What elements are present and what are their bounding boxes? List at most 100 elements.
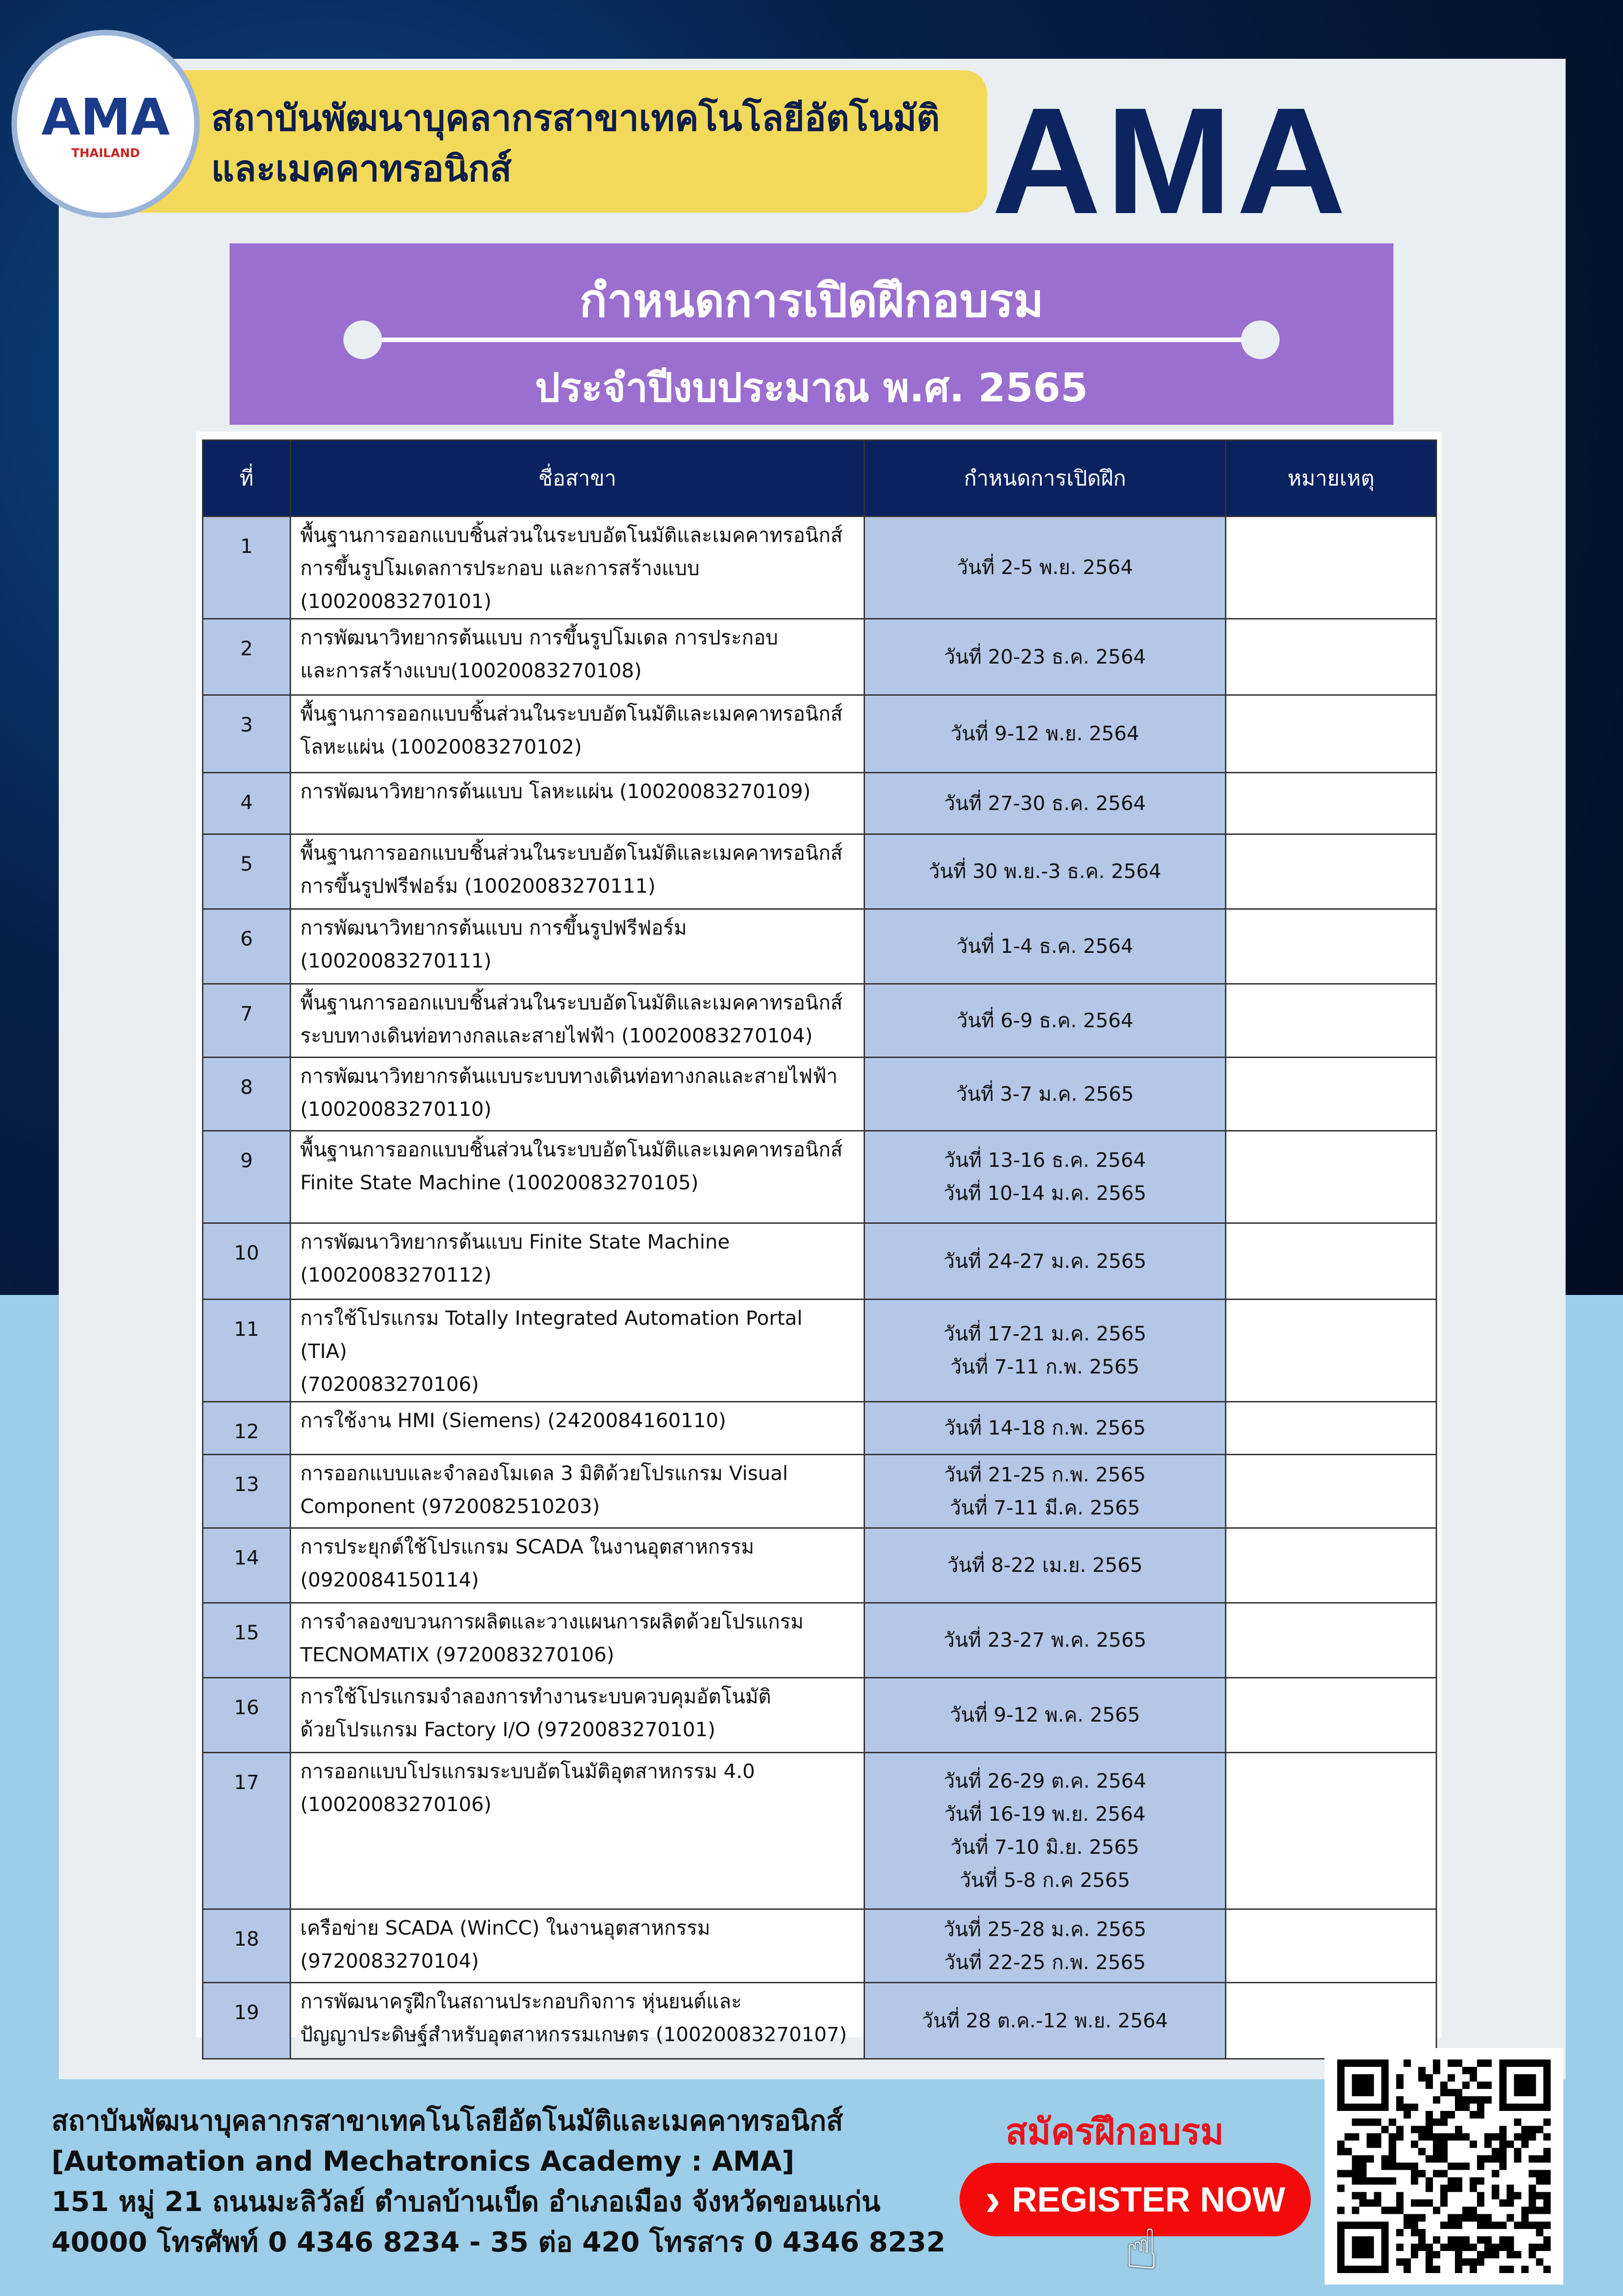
header-dates: กำหนดการเปิดฝึก	[864, 439, 1226, 517]
remarks-cell	[1225, 1299, 1437, 1402]
course-name: การพัฒนาวิทยากรต้นแบบระบบทางเดินท่อทางกล…	[290, 1057, 865, 1131]
training-dates: วันที่ 9-12 พ.ย. 2564	[864, 694, 1226, 773]
course-name: การออกแบบโปรแกรมระบบอัตโนมัติอุตสาหกรรม …	[290, 1752, 865, 1910]
row-number: 11	[202, 1299, 291, 1402]
chevron-right-icon: ›	[985, 2173, 1000, 2225]
course-name: การพัฒนาวิทยากรต้นแบบ โลหะแผ่น (10020083…	[290, 772, 865, 835]
table-row: 11 การใช้โปรแกรม Totally Integrated Autom…	[202, 1299, 1437, 1402]
table-row: 7 พื้นฐานการออกแบบชิ้นส่วนในระบบอัตโนมัติ…	[202, 983, 1437, 1058]
row-number: 14	[202, 1527, 291, 1604]
pointer-hand-icon: ☝	[1125, 2218, 1159, 2282]
training-dates: วันที่ 24-27 ม.ค. 2565	[864, 1222, 1226, 1300]
institute-line1: สถาบันพัฒนาบุคลากรสาขาเทคโนโลยีอัตโนมัติ	[211, 98, 940, 139]
course-name: การใช้โปรแกรมจำลองการทำงานระบบควบคุมอัตโ…	[290, 1677, 865, 1753]
divider	[343, 321, 1280, 359]
header-no: ที่	[202, 439, 291, 517]
remarks-cell	[1225, 1602, 1437, 1678]
table-row: 4 การพัฒนาวิทยากรต้นแบบ โลหะแผ่น (1002008…	[202, 772, 1437, 835]
title-box: กำหนดการเปิดฝึกอบรม ประจำปีงบประมาณ พ.ศ.…	[230, 243, 1393, 425]
header-remarks: หมายเหตุ	[1225, 439, 1437, 517]
footer-line1: สถาบันพัฒนาบุคลากรสาขาเทคโนโลยีอัตโนมัติ…	[51, 2105, 843, 2137]
course-name: พื้นฐานการออกแบบชิ้นส่วนในระบบอัตโนมัติแ…	[290, 1130, 865, 1224]
remarks-cell	[1225, 1130, 1437, 1224]
institute-banner: สถาบันพัฒนาบุคลากรสาขาเทคโนโลยีอัตโนมัติ…	[138, 70, 987, 213]
course-name: การประยุกต์ใช้โปรแกรม SCADA ในงานอุตสาหก…	[290, 1527, 865, 1604]
course-name: พื้นฐานการออกแบบชิ้นส่วนในระบบอัตโนมัติแ…	[290, 983, 865, 1058]
institute-line2: และเมคคาทรอนิกส์	[211, 148, 512, 190]
training-dates: วันที่ 3-7 ม.ค. 2565	[864, 1057, 1226, 1131]
table-row: 12 การใช้งาน HMI (Siemens) (2420084160110…	[202, 1401, 1437, 1455]
apply-label: สมัครฝึกอบรม	[1005, 2111, 1224, 2153]
training-dates: วันที่ 13-16 ธ.ค. 2564 วันที่ 10-14 ม.ค.…	[864, 1130, 1226, 1224]
register-label: REGISTER NOW	[1011, 2180, 1286, 2219]
page-subtitle: ประจำปีงบประมาณ พ.ศ. 2565	[535, 365, 1088, 411]
row-number: 5	[202, 833, 291, 910]
course-name: การใช้งาน HMI (Siemens) (2420084160110)	[290, 1401, 865, 1455]
row-number: 10	[202, 1222, 291, 1300]
logo-text: AMA	[41, 88, 170, 146]
table-row: 17 การออกแบบโปรแกรมระบบอัตโนมัติอุตสาหกรร…	[202, 1752, 1437, 1910]
logo-sub: THAILAND	[71, 146, 140, 160]
remarks-cell	[1225, 1057, 1437, 1131]
row-number: 19	[202, 1982, 291, 2060]
training-dates: วันที่ 28 ต.ค.-12 พ.ย. 2564	[864, 1982, 1226, 2060]
remarks-cell	[1225, 772, 1437, 835]
remarks-cell	[1225, 908, 1437, 985]
remarks-cell	[1225, 1982, 1437, 2060]
table-row: 19 การพัฒนาครูฝึกในสถานประกอบกิจการ หุ่นย…	[202, 1982, 1437, 2060]
course-name: การออกแบบและจำลองโมเดล 3 มิติด้วยโปรแกรม…	[290, 1454, 865, 1529]
training-dates: วันที่ 23-27 พ.ค. 2565	[864, 1602, 1226, 1678]
course-name: การพัฒนาครูฝึกในสถานประกอบกิจการ หุ่นยนต…	[290, 1982, 865, 2060]
table-row: 16 การใช้โปรแกรมจำลองการทำงานระบบควบคุมอั…	[202, 1677, 1437, 1753]
row-number: 6	[202, 908, 291, 985]
course-name: การพัฒนาวิทยากรต้นแบบ Finite State Machi…	[290, 1222, 865, 1300]
remarks-cell	[1225, 694, 1437, 773]
remarks-cell	[1225, 833, 1437, 910]
training-dates: วันที่ 30 พ.ย.-3 ธ.ค. 2564	[864, 833, 1226, 910]
table-row: 18 เครือข่าย SCADA (WinCC) ในงานอุตสาหกรร…	[202, 1908, 1437, 1983]
remarks-cell	[1225, 1222, 1437, 1300]
footer-line2: [Automation and Mechatronics Academy : A…	[51, 2145, 795, 2178]
training-dates: วันที่ 27-30 ธ.ค. 2564	[864, 772, 1226, 835]
table-row: 14 การประยุกต์ใช้โปรแกรม SCADA ในงานอุตสา…	[202, 1527, 1437, 1604]
training-dates: วันที่ 6-9 ธ.ค. 2564	[864, 983, 1226, 1058]
course-name: พื้นฐานการออกแบบชิ้นส่วนในระบบอัตโนมัติแ…	[290, 516, 865, 619]
remarks-cell	[1225, 983, 1437, 1058]
remarks-cell	[1225, 1401, 1437, 1455]
row-number: 2	[202, 618, 291, 696]
row-number: 8	[202, 1057, 291, 1131]
table-row: 13 การออกแบบและจำลองโมเดล 3 มิติด้วยโปรแก…	[202, 1454, 1437, 1529]
table-row: 5 พื้นฐานการออกแบบชิ้นส่วนในระบบอัตโนมัติ…	[202, 833, 1437, 910]
remarks-cell	[1225, 1752, 1437, 1910]
table-row: 6 การพัฒนาวิทยากรต้นแบบ การขึ้นรูปฟรีฟอร์…	[202, 908, 1437, 985]
training-dates: วันที่ 17-21 ม.ค. 2565 วันที่ 7-11 ก.พ. …	[864, 1299, 1226, 1402]
training-dates: วันที่ 1-4 ธ.ค. 2564	[864, 908, 1226, 985]
table-row: 9 พื้นฐานการออกแบบชิ้นส่วนในระบบอัตโนมัติ…	[202, 1130, 1437, 1224]
row-number: 4	[202, 772, 291, 835]
header-course: ชื่อสาขา	[290, 439, 865, 517]
qr-code[interactable]	[1325, 2048, 1563, 2285]
row-number: 18	[202, 1908, 291, 1983]
ama-logo: AMA THAILAND	[11, 30, 200, 218]
register-now-button[interactable]: › REGISTER NOW	[960, 2163, 1311, 2236]
row-number: 7	[202, 983, 291, 1058]
row-number: 3	[202, 694, 291, 773]
training-dates: วันที่ 26-29 ต.ค. 2564 วันที่ 16-19 พ.ย.…	[864, 1752, 1226, 1910]
table-row: 3 พื้นฐานการออกแบบชิ้นส่วนในระบบอัตโนมัติ…	[202, 694, 1437, 773]
remarks-cell	[1225, 516, 1437, 619]
row-number: 15	[202, 1602, 291, 1678]
remarks-cell	[1225, 1527, 1437, 1604]
row-number: 17	[202, 1752, 291, 1910]
row-number: 9	[202, 1130, 291, 1224]
brand-title: AMA	[992, 76, 1351, 245]
course-name: พื้นฐานการออกแบบชิ้นส่วนในระบบอัตโนมัติแ…	[290, 694, 865, 773]
course-name: การพัฒนาวิทยากรต้นแบบ การขึ้นรูปฟรีฟอร์ม…	[290, 908, 865, 985]
course-name: การใช้โปรแกรม Totally Integrated Automat…	[290, 1299, 865, 1402]
training-dates: วันที่ 9-12 พ.ค. 2565	[864, 1677, 1226, 1753]
training-dates: วันที่ 25-28 ม.ค. 2565 วันที่ 22-25 ก.พ.…	[864, 1908, 1226, 1983]
remarks-cell	[1225, 1677, 1437, 1753]
course-name: การจำลองขบวนการผลิตและวางแผนการผลิตด้วยโ…	[290, 1602, 865, 1678]
course-name: การพัฒนาวิทยากรต้นแบบ การขึ้นรูปโมเดล กา…	[290, 618, 865, 696]
footer-phone: 40000 โทรศัพท์ 0 4346 8234 - 35 ต่อ 420 …	[51, 2226, 946, 2258]
